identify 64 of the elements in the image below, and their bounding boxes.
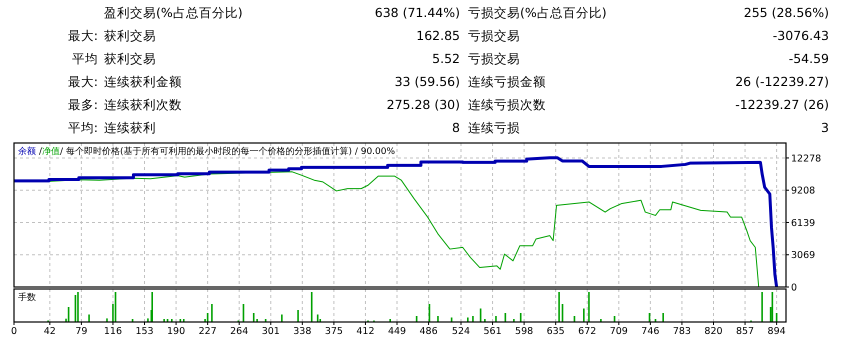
- x-tick-label: 709: [610, 326, 628, 337]
- x-tick-label: 783: [672, 326, 691, 337]
- text: 连续获利次数: [104, 97, 182, 112]
- x-tick-label: 894: [768, 326, 786, 337]
- x-tick-label: 42: [44, 326, 56, 337]
- text: 亏损交易: [468, 28, 520, 43]
- text: 连续亏损次数: [468, 97, 546, 112]
- x-tick-label: 227: [198, 326, 217, 337]
- text: 连续亏损金额: [468, 74, 546, 89]
- x-tick-label: 486: [420, 326, 438, 337]
- chart-title: 手数: [18, 292, 36, 303]
- x-tick-label: 190: [167, 326, 186, 337]
- text: 最大:: [68, 74, 98, 89]
- text: 8: [452, 120, 460, 135]
- x-tick-label: 598: [515, 326, 534, 337]
- y-tick-label: 6139: [791, 218, 816, 229]
- x-tick-label: 635: [546, 326, 565, 337]
- x-tick-label: 820: [704, 326, 723, 337]
- text: 3: [821, 120, 829, 135]
- text: 255 (28.56%): [744, 5, 829, 20]
- text: 获利交易: [104, 51, 156, 66]
- text: 净值: [42, 146, 60, 157]
- text: / 每个即时价格(基于所有可利用的最小时段的每一个价格的分形插值计算) / 90.00%: [60, 146, 396, 157]
- text: 162.85: [416, 28, 460, 43]
- text: 连续获利金额: [104, 74, 182, 89]
- annotation: /: [39, 147, 43, 157]
- x-tick-label: 153: [135, 326, 154, 337]
- text: -3076.43: [772, 28, 829, 43]
- text: 亏损交易: [468, 51, 520, 66]
- text: 5.52: [432, 51, 460, 66]
- x-tick-label: 0: [10, 326, 18, 337]
- x-tick-label: 561: [483, 326, 502, 337]
- x-tick-label: 746: [641, 326, 660, 337]
- text: 获利交易: [104, 28, 156, 43]
- x-tick-label: 79: [75, 326, 88, 337]
- x-tick-label: 412: [356, 326, 375, 337]
- text: -54.59: [788, 51, 830, 66]
- text: 275.28 (30): [386, 97, 460, 112]
- text: 最大:: [68, 28, 98, 43]
- text: 连续获利: [104, 120, 156, 135]
- y-tick-label: 3069: [791, 250, 816, 262]
- x-tick-label: 301: [262, 326, 280, 337]
- x-tick-label: 672: [578, 326, 596, 337]
- x-tick-label: 338: [293, 326, 312, 337]
- text: 平均: [72, 51, 98, 66]
- x-tick-label: 116: [104, 326, 122, 337]
- text: 638 (71.44%): [374, 5, 460, 20]
- text: 最多:: [68, 97, 98, 112]
- text: -12239.27 (26): [735, 97, 829, 112]
- x-tick-label: 449: [388, 326, 406, 337]
- x-tick-label: 524: [452, 326, 470, 337]
- text: 连续亏损: [468, 120, 520, 135]
- y-tick-label: 0: [791, 282, 798, 294]
- y-tick-label: 9208: [791, 186, 816, 197]
- text: 平均:: [68, 120, 98, 135]
- x-tick-label: 375: [324, 326, 343, 337]
- text: 盈利交易(%占总百分比): [104, 5, 243, 20]
- x-tick-label: 857: [736, 326, 754, 337]
- text: 余额: [18, 146, 36, 157]
- y-tick-label: 12278: [791, 153, 822, 164]
- x-tick-label: 264: [230, 326, 248, 337]
- text: 亏损交易(%占总百分比): [468, 5, 607, 20]
- text: 33 (59.56): [394, 74, 460, 89]
- text: 26 (-12239.27): [735, 74, 829, 89]
